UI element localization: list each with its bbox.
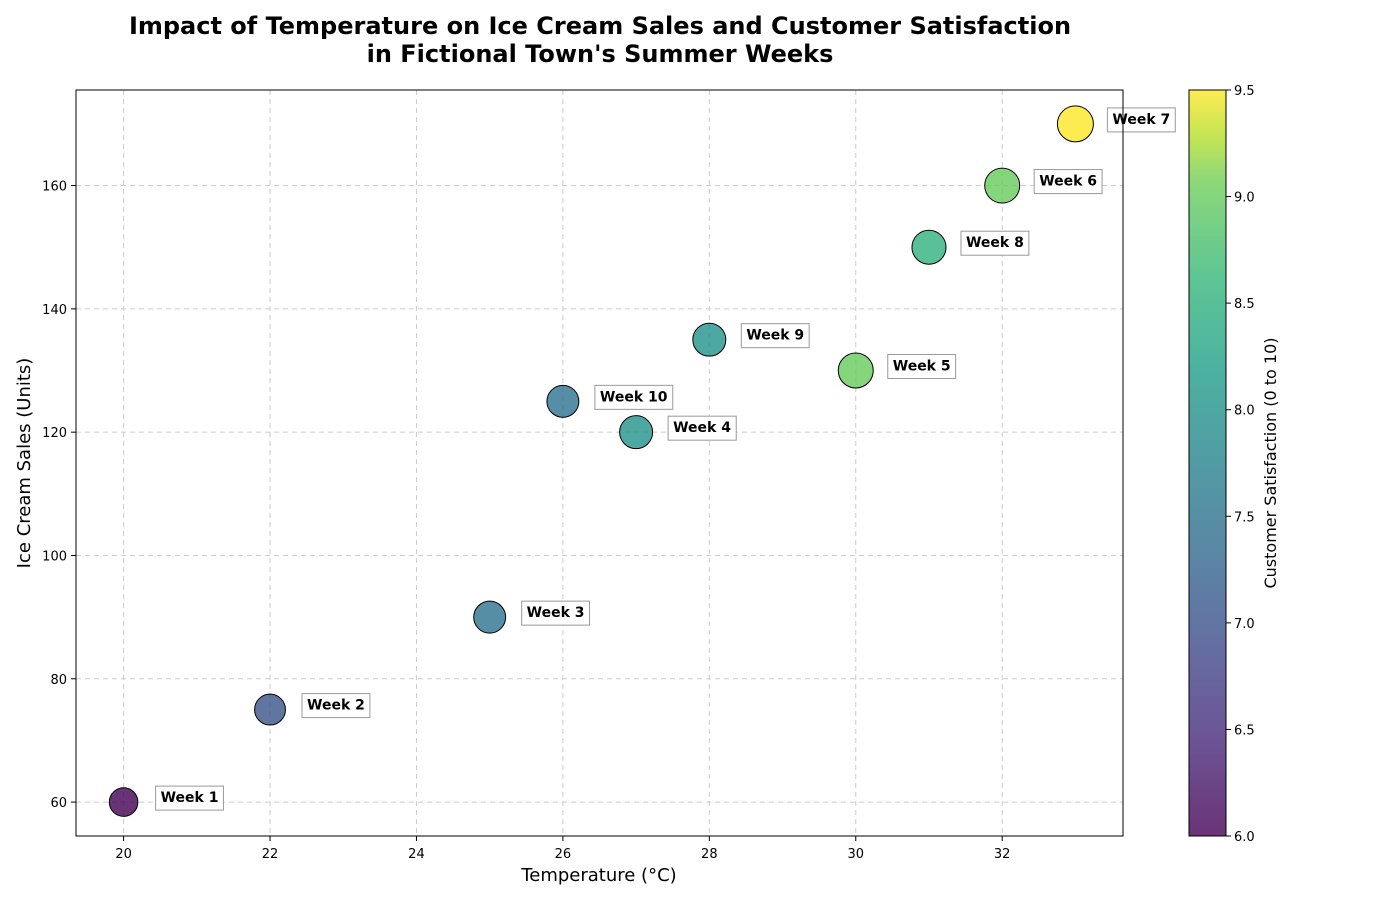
point-label-text: Week 8 <box>966 235 1024 251</box>
point-label-text: Week 2 <box>307 698 365 714</box>
point-label-box <box>301 693 371 719</box>
x-tick-label: 28 <box>701 847 718 862</box>
point-label-box <box>1106 107 1176 133</box>
y-axis-label: Ice Cream Sales (Units) <box>14 358 35 569</box>
x-tick-label: 30 <box>847 847 864 862</box>
y-axis-ticks: 60 80 100 120 140 160 <box>42 180 76 811</box>
point-label: Week 1 <box>155 785 224 811</box>
data-point <box>1056 105 1094 143</box>
data-points <box>108 105 1094 817</box>
point-label-box <box>887 354 957 380</box>
point-label-box <box>740 323 810 349</box>
point-label-box <box>521 600 591 626</box>
colorbar-frame <box>1188 89 1227 837</box>
point-label-text: Week 5 <box>893 359 951 375</box>
point-label-box <box>1033 169 1103 195</box>
point-label: Week 2 <box>301 693 371 719</box>
grid-lines <box>76 90 1123 836</box>
x-tick-label: 24 <box>408 847 425 862</box>
point-label-text: Week 6 <box>1039 174 1097 190</box>
chart-title-line-1: Impact of Temperature on Ice Cream Sales… <box>129 12 1071 40</box>
y-tick-label: 140 <box>42 303 67 318</box>
point-label-text: Week 7 <box>1112 112 1170 128</box>
colorbar-tick-label: 6.0 <box>1234 830 1255 845</box>
point-label-text: Week 10 <box>600 389 668 405</box>
point-label: Week 4 <box>667 415 737 441</box>
x-tick-label: 22 <box>262 847 279 862</box>
x-axis-label: Temperature (°C) <box>520 865 676 886</box>
x-axis-ticks: 20 22 24 26 28 30 32 <box>115 836 1010 862</box>
colorbar <box>1189 90 1226 836</box>
x-tick-label: 20 <box>115 847 132 862</box>
point-label-text: Week 1 <box>161 790 219 806</box>
point-label-box <box>155 785 224 811</box>
point-label: Week 10 <box>594 384 674 410</box>
colorbar-tick-label: 7.5 <box>1234 510 1255 525</box>
y-tick-label: 100 <box>42 549 67 564</box>
colorbar-label: Customer Satisfaction (0 to 10) <box>1261 337 1280 588</box>
colorbar-tick-label: 7.0 <box>1234 617 1255 632</box>
data-point <box>546 384 580 418</box>
data-point <box>984 167 1021 204</box>
colorbar-tick-label: 8.0 <box>1234 404 1255 419</box>
point-label: Week 7 <box>1106 107 1176 133</box>
data-point <box>108 787 139 817</box>
point-label: Week 9 <box>740 323 810 349</box>
y-tick-label: 160 <box>42 180 67 195</box>
data-point <box>619 415 654 450</box>
point-label: Week 5 <box>887 354 957 380</box>
x-tick-label: 26 <box>555 847 572 862</box>
point-labels: Week 1 Week 2 Week 3 Week 4 Week 5 Week 6 Week… <box>155 107 1176 811</box>
point-label-box <box>667 415 737 441</box>
colorbar-tick-label: 9.0 <box>1234 191 1255 206</box>
data-point <box>473 600 507 634</box>
point-label-text: Week 4 <box>673 420 731 436</box>
y-tick-label: 60 <box>50 796 67 811</box>
point-label: Week 8 <box>960 230 1030 256</box>
x-tick-label: 32 <box>994 847 1011 862</box>
data-point <box>837 352 874 389</box>
point-label-box <box>594 384 674 410</box>
plot-frame <box>75 89 1124 837</box>
data-point <box>692 322 727 357</box>
y-tick-label: 120 <box>42 426 67 441</box>
point-label-text: Week 9 <box>746 328 804 344</box>
point-label-text: Week 3 <box>527 605 585 621</box>
point-label: Week 6 <box>1033 169 1103 195</box>
point-label-box <box>960 230 1030 256</box>
colorbar-tick-label: 8.5 <box>1234 297 1255 312</box>
chart-title-line-2: in Fictional Town's Summer Weeks <box>367 40 834 68</box>
data-point <box>911 229 947 265</box>
data-point <box>254 693 286 726</box>
colorbar-ticks: 6.0 6.5 7.0 7.5 8.0 8.5 9.0 9.5 <box>1226 84 1255 845</box>
point-label: Week 3 <box>521 600 591 626</box>
y-tick-label: 80 <box>50 673 67 688</box>
colorbar-tick-label: 6.5 <box>1234 723 1255 738</box>
colorbar-tick-label: 9.5 <box>1234 84 1255 99</box>
